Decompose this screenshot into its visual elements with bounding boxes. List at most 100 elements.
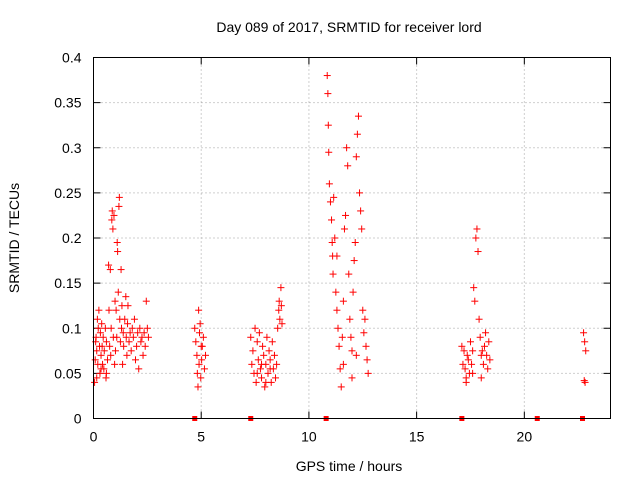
data-point-marker xyxy=(459,360,467,368)
data-point-marker xyxy=(198,356,206,364)
data-point-marker xyxy=(349,288,357,296)
data-point-marker xyxy=(194,383,202,391)
data-point-marker xyxy=(348,374,356,382)
data-point-marker xyxy=(275,297,283,305)
data-point-marker xyxy=(195,329,203,337)
data-point-marker xyxy=(485,338,493,346)
data-point-marker xyxy=(102,338,110,346)
data-point-marker xyxy=(325,180,333,188)
data-point-marker xyxy=(474,248,482,256)
data-point-marker xyxy=(335,342,343,350)
data-point-marker xyxy=(122,333,130,341)
data-point-marker xyxy=(98,320,106,328)
data-point-marker xyxy=(143,324,151,332)
data-point-marker xyxy=(476,333,484,341)
data-point-marker xyxy=(106,342,114,350)
data-point-marker xyxy=(195,306,203,314)
y-tick-label: 0.2 xyxy=(62,230,82,246)
x-tick-label: 15 xyxy=(409,429,425,445)
data-point-marker xyxy=(96,329,104,337)
data-point-marker xyxy=(278,320,286,328)
y-tick-label: 0.4 xyxy=(62,50,82,66)
data-point-marker xyxy=(91,378,99,386)
data-point-marker xyxy=(361,315,369,323)
data-point-marker xyxy=(274,324,282,332)
data-point-marker xyxy=(200,365,208,373)
data-point-marker xyxy=(338,333,346,341)
data-point-marker xyxy=(473,225,481,233)
data-point-marker xyxy=(325,148,333,156)
data-point-marker xyxy=(331,234,339,242)
x-tick-label: 20 xyxy=(517,429,533,445)
y-tick-label: 0.25 xyxy=(54,185,81,201)
data-point-marker xyxy=(196,320,204,328)
data-point-marker xyxy=(466,338,474,346)
data-point-marker xyxy=(102,369,110,377)
data-point-marker xyxy=(345,270,353,278)
x-tick-label: 5 xyxy=(197,429,205,445)
data-point-marker xyxy=(468,360,476,368)
y-tick-label: 0.15 xyxy=(54,275,81,291)
data-point-marker xyxy=(276,315,284,323)
data-point-marker xyxy=(133,342,141,350)
data-point-marker xyxy=(270,351,278,359)
data-point-marker xyxy=(127,347,135,355)
data-point-marker xyxy=(122,293,130,301)
data-point-marker xyxy=(128,324,136,332)
data-point-marker xyxy=(332,288,340,296)
data-point-marker xyxy=(112,306,120,314)
data-point-marker xyxy=(100,347,108,355)
data-point-marker xyxy=(339,360,347,368)
data-point-marker xyxy=(350,257,358,265)
data-point-marker xyxy=(582,347,590,355)
data-point-marker xyxy=(120,342,128,350)
data-point-marker xyxy=(96,369,104,377)
data-point-marker xyxy=(263,333,271,341)
data-point-marker xyxy=(117,266,125,274)
data-point-marker xyxy=(253,338,261,346)
data-point-marker xyxy=(251,324,259,332)
data-point-marker xyxy=(362,342,370,350)
y-tick-label: 0.05 xyxy=(54,365,81,381)
data-point-marker xyxy=(324,90,332,98)
data-point-marker xyxy=(118,324,126,332)
data-point-marker xyxy=(347,333,355,341)
data-point-marker xyxy=(470,284,478,292)
data-point-marker xyxy=(107,351,115,359)
data-point-marker xyxy=(191,324,199,332)
data-point-marker xyxy=(247,333,255,341)
data-point-marker xyxy=(265,347,273,355)
data-point-marker xyxy=(139,351,147,359)
data-point-marker xyxy=(275,306,283,314)
data-point-marker xyxy=(469,369,477,377)
data-point-marker xyxy=(252,378,260,386)
data-point-marker xyxy=(255,329,263,337)
data-point-marker xyxy=(116,338,124,346)
data-point-marker xyxy=(119,360,127,368)
data-point-marker xyxy=(142,297,150,305)
data-point-marker xyxy=(106,266,114,274)
data-point-marker xyxy=(264,369,272,377)
data-point-marker xyxy=(248,360,256,368)
data-point-marker xyxy=(256,365,264,373)
data-point-marker xyxy=(202,351,210,359)
data-point-marker xyxy=(199,333,207,341)
data-point-marker xyxy=(91,356,99,364)
data-point-marker xyxy=(93,315,101,323)
x-tick-label: 10 xyxy=(301,429,317,445)
data-point-marker xyxy=(108,207,116,215)
data-point-marker xyxy=(273,360,281,368)
data-point-marker xyxy=(111,297,119,305)
data-point-marker xyxy=(93,347,101,355)
data-point-marker xyxy=(486,356,494,364)
data-point-marker xyxy=(137,338,145,346)
y-tick-label: 0.1 xyxy=(62,320,82,336)
data-point-marker xyxy=(259,342,267,350)
data-point-marker xyxy=(266,365,274,373)
data-point-marker xyxy=(192,338,200,346)
data-point-marker xyxy=(124,320,132,328)
data-point-marker xyxy=(129,333,137,341)
data-point-marker xyxy=(482,329,490,337)
data-point-marker xyxy=(107,324,115,332)
data-point-marker xyxy=(336,365,344,373)
